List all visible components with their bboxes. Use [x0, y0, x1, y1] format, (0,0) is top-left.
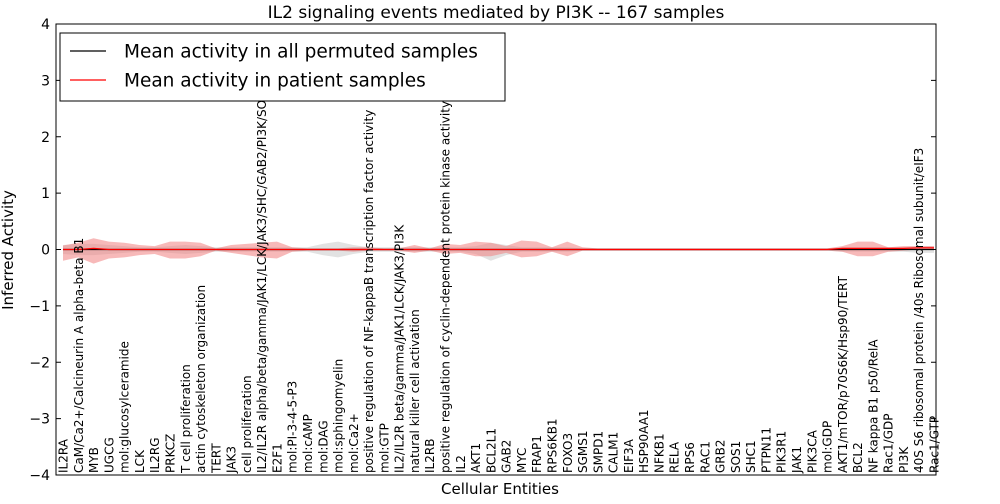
lines-layer — [63, 247, 934, 251]
y-tick-label: −1 — [29, 299, 50, 315]
x-axis-label: Cellular Entities — [441, 480, 559, 498]
x-tick-label: SHC1 — [744, 440, 758, 473]
x-tick-label: natural killer cell activation — [408, 309, 422, 473]
x-tick-label: IL2/IL2R beta/gamma/JAK1/LCK/JAK3/PI3K — [393, 224, 407, 473]
chart-title: IL2 signaling events mediated by PI3K --… — [268, 3, 725, 23]
x-tick-label: T cell proliferation — [179, 364, 193, 474]
x-tick-label: SOS1 — [729, 441, 743, 473]
x-tick-label: IL2 — [454, 455, 468, 473]
x-tick-label: RPS6 — [683, 442, 697, 473]
x-tick-label: NFKB1 — [652, 433, 666, 473]
x-tick-label: BCL2L1 — [484, 428, 498, 473]
x-tick-label: actin cytoskeleton organization — [194, 285, 208, 473]
x-tick-label: FOXO3 — [561, 433, 575, 473]
x-tick-label: MYB — [87, 447, 101, 473]
y-tick-label: 3 — [41, 73, 50, 89]
x-tick-label: SMPD1 — [591, 431, 605, 473]
patient-series-line — [63, 247, 934, 251]
x-tick-label: PIK3CA — [805, 429, 819, 473]
legend-label-permuted: Mean activity in all permuted samples — [124, 42, 478, 63]
x-tick-label: mol:cAMP — [301, 414, 315, 473]
x-tick-label: AKT1/mTOR/p70S6K/Hsp90/TERT — [836, 275, 850, 473]
x-tick-label: mol:glucosylceramide — [118, 341, 132, 473]
patient-band — [63, 238, 934, 264]
x-tick-label: mol:Ca2+ — [347, 413, 361, 473]
x-tick-label: positive regulation of cyclin-dependent … — [439, 101, 453, 473]
y-ticks: −4 −3 −2 −1 0 1 2 3 4 — [29, 17, 936, 484]
x-tick-labels: IL2RA CaM/Ca2+/Calcineurin A alpha-beta B… — [57, 47, 942, 474]
y-tick-label: −3 — [29, 412, 50, 428]
legend-label-patient: Mean activity in patient samples — [124, 71, 426, 92]
x-tick-label: mol:GDP — [821, 421, 835, 473]
legend: Mean activity in all permuted samples Me… — [59, 32, 506, 102]
x-tick-label: GRB2 — [714, 439, 728, 473]
x-tick-label: Rac1/GDP — [882, 414, 896, 473]
x-tick-label: GAB2 — [500, 440, 514, 473]
x-tick-label: IL2RA — [57, 438, 71, 473]
x-tick-label: JAK1 — [790, 446, 804, 474]
x-tick-label: BCL2 — [851, 442, 865, 473]
y-tick-label: 0 — [41, 243, 50, 259]
x-tick-label: PTPN11 — [759, 427, 773, 473]
x-tick-label: mol:PI-3-4-5-P3 — [286, 381, 300, 473]
x-tick-label: cell proliferation — [240, 375, 254, 473]
x-tick-label: MYC — [515, 448, 529, 473]
x-tick-label: IL2/IL2R alpha/beta/gamma/JAK1/LCK/JAK3/… — [255, 47, 269, 473]
legend-box — [59, 32, 506, 102]
x-tick-label: NF kappa B1 p50/RelA — [866, 339, 880, 473]
y-tick-label: −4 — [29, 468, 50, 484]
x-tick-label: PI3K — [897, 446, 911, 473]
x-tick-label: JAK3 — [225, 446, 239, 474]
x-tick-label: RAC1 — [698, 441, 712, 473]
x-tick-label: positive regulation of NF-kappaB transcr… — [362, 110, 376, 473]
x-tick-label: mol:GTP — [377, 423, 391, 473]
x-tick-label: RELA — [668, 441, 682, 473]
x-tick-label: UGCG — [102, 437, 116, 473]
x-tick-label: HSP90AA1 — [637, 409, 651, 473]
y-tick-label: 2 — [41, 130, 50, 146]
x-tick-label: E2F1 — [270, 443, 284, 473]
x-tick-label: PIK3R1 — [775, 431, 789, 473]
x-tick-label: Rac1/GTP — [928, 416, 942, 473]
x-tick-label: SGMS1 — [576, 430, 590, 473]
y-tick-label: 1 — [41, 186, 50, 202]
x-tick-label: 40S S6 ribosomal protein /40s Ribosomal … — [912, 148, 926, 473]
x-tick-label: mol:sphingomyelin — [332, 359, 346, 473]
x-tick-label: LCK — [133, 449, 147, 473]
x-tick-label: mol:DAG — [316, 420, 330, 473]
y-tick-label: −2 — [29, 355, 50, 371]
x-tick-label: IL2RG — [148, 438, 162, 474]
y-tick-label: 4 — [41, 17, 50, 33]
x-tick-label: RPS6KB1 — [545, 418, 559, 473]
x-tick-label: AKT1 — [469, 443, 483, 473]
y-axis-label: Inferred Activity — [0, 190, 17, 310]
x-tick-label: CALM1 — [607, 432, 621, 473]
x-tick-label: EIF3A — [622, 438, 636, 473]
bands-layer — [63, 238, 934, 264]
x-tick-label: PRKCZ — [163, 434, 177, 473]
x-tick-label: TERT — [209, 443, 223, 474]
x-tick-label: IL2RB — [423, 439, 437, 473]
plot-frame — [55, 23, 937, 476]
x-tick-label: FRAP1 — [530, 435, 544, 473]
x-tick-label: CaM/Ca2+/Calcineurin A alpha-beta B1 — [72, 238, 86, 473]
